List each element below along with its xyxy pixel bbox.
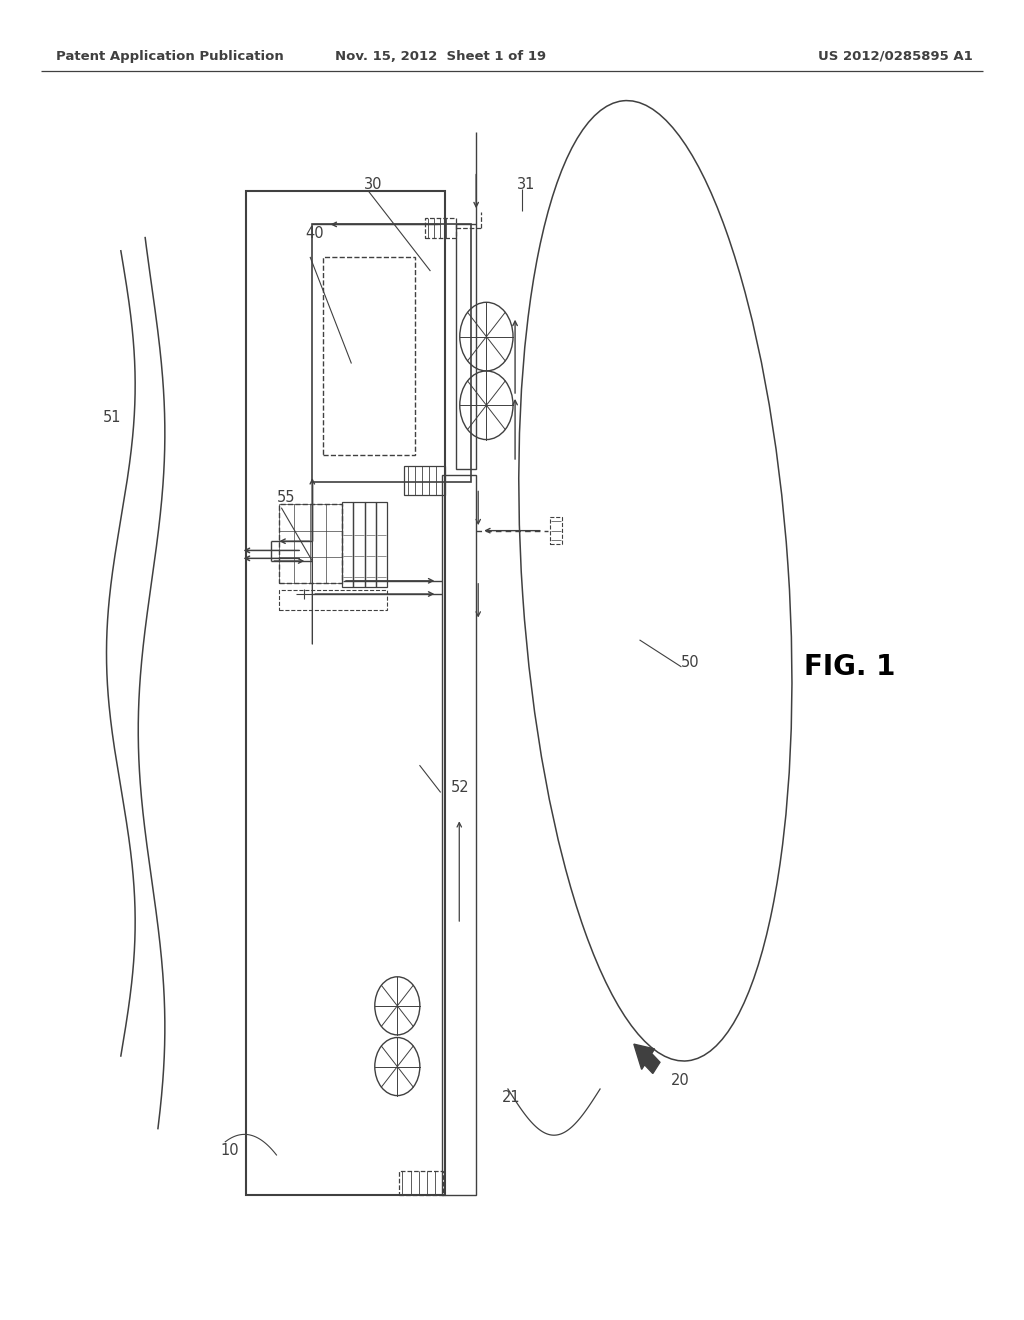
Text: 30: 30: [364, 177, 382, 191]
Bar: [279, 504, 342, 583]
Text: Patent Application Publication: Patent Application Publication: [56, 50, 284, 62]
Bar: [353, 502, 365, 587]
Bar: [456, 224, 476, 469]
Text: 31: 31: [517, 177, 536, 191]
Bar: [404, 466, 445, 495]
Text: 20: 20: [671, 1073, 689, 1088]
Bar: [279, 590, 387, 610]
Bar: [323, 257, 415, 455]
Text: Nov. 15, 2012  Sheet 1 of 19: Nov. 15, 2012 Sheet 1 of 19: [335, 50, 546, 62]
Bar: [425, 218, 456, 238]
Bar: [246, 191, 445, 1195]
Text: 40: 40: [305, 226, 324, 240]
Text: 55: 55: [276, 490, 295, 504]
FancyArrow shape: [634, 1044, 659, 1073]
Bar: [399, 1171, 443, 1195]
Bar: [342, 502, 353, 587]
Text: FIG. 1: FIG. 1: [804, 652, 896, 681]
Text: US 2012/0285895 A1: US 2012/0285895 A1: [818, 50, 973, 62]
Text: 10: 10: [220, 1143, 239, 1158]
Text: 50: 50: [681, 655, 699, 669]
Bar: [442, 475, 476, 1195]
Text: 21: 21: [502, 1090, 520, 1105]
Bar: [550, 517, 562, 544]
Bar: [312, 224, 471, 482]
Bar: [365, 502, 376, 587]
Bar: [376, 502, 387, 587]
Text: 52: 52: [451, 780, 469, 795]
Text: 51: 51: [102, 411, 121, 425]
